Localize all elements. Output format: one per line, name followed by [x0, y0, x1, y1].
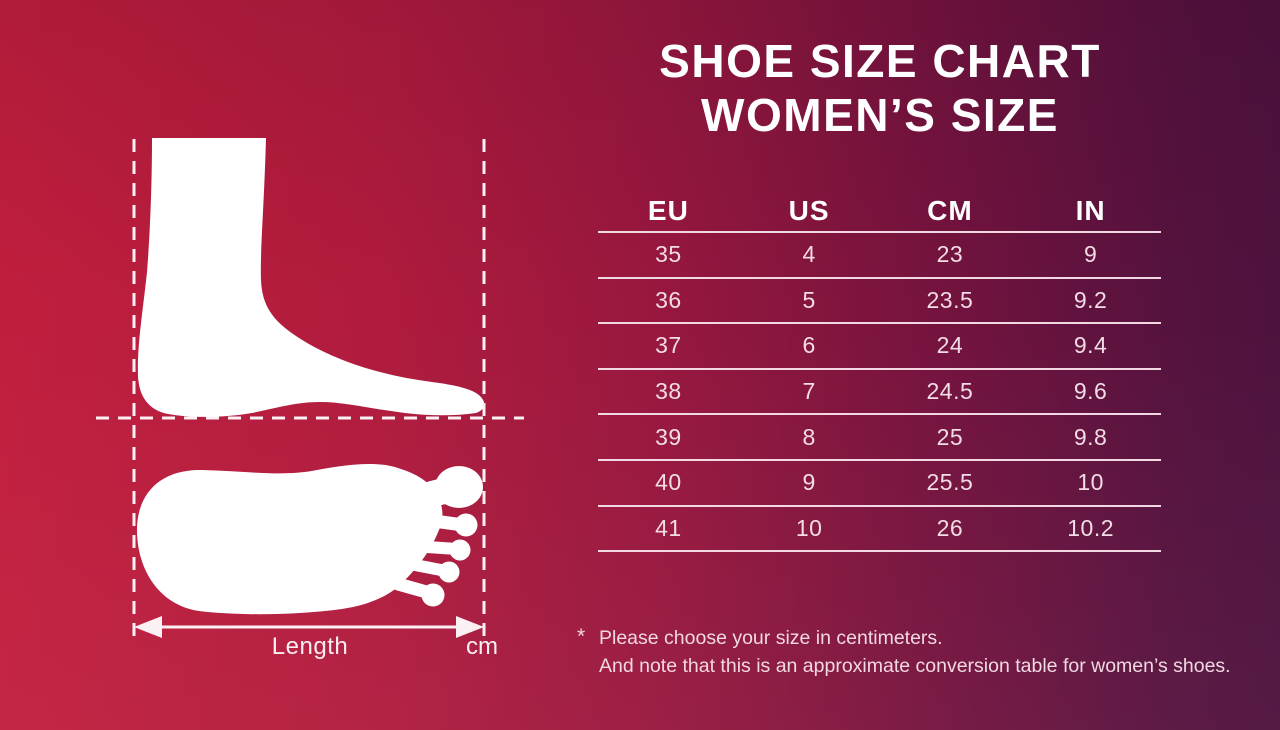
column-header-cm: CM	[927, 194, 973, 226]
table-row: 35 4 23 9	[598, 233, 1161, 279]
table-row: 37 6 24 9.4	[598, 324, 1161, 370]
table-row: 41 10 26 10.2	[598, 507, 1161, 553]
footnote-asterisk: *	[577, 625, 586, 648]
table-cell: 25	[936, 423, 964, 450]
table-cell: 9	[1083, 241, 1098, 268]
table-cell: 23.5	[926, 286, 974, 313]
table-cell: 5	[802, 286, 816, 313]
table-cell: 36	[655, 286, 682, 313]
footnote-line-2: And note that this is an approximate con…	[599, 655, 1231, 677]
page-title: SHOE SIZE CHART WOMEN’S SIZE	[600, 34, 1160, 142]
table-cell: 9.6	[1073, 378, 1108, 405]
column-header-eu: EU	[647, 194, 689, 226]
table-cell: 9.4	[1073, 332, 1108, 359]
table-cell: 38	[655, 378, 682, 405]
cm-label: cm	[466, 633, 498, 660]
column-header-in: IN	[1075, 194, 1106, 226]
title-line-1: SHOE SIZE CHART	[659, 35, 1101, 87]
side-foot-silhouette	[137, 138, 485, 417]
table-row: 38 7 24.5 9.6	[598, 370, 1161, 416]
table-cell: 10	[1077, 469, 1104, 496]
table-cell: 6	[802, 332, 816, 359]
table-cell: 7	[802, 378, 816, 405]
table-cell: 9.8	[1073, 423, 1108, 450]
table-header-row: EU US CM IN	[598, 190, 1161, 233]
table-cell: 10	[795, 514, 823, 541]
table-cell: 9.2	[1073, 286, 1108, 313]
table-cell: 35	[655, 241, 682, 268]
footnote-line-1: Please choose your size in centimeters.	[599, 627, 943, 649]
table-cell: 4	[802, 241, 816, 268]
table-row: 39 8 25 9.8	[598, 415, 1161, 461]
table-cell: 24.5	[926, 378, 974, 405]
table-cell: 39	[655, 423, 682, 450]
table-cell: 40	[655, 469, 682, 496]
table-cell: 9	[802, 469, 816, 496]
column-header-us: US	[788, 194, 830, 226]
arrowhead-left	[134, 616, 162, 638]
footprint-silhouette	[137, 463, 483, 615]
table-cell: 23	[936, 241, 964, 268]
table-row: 36 5 23.5 9.2	[598, 279, 1161, 325]
table-cell: 24	[936, 332, 964, 359]
title-line-2: WOMEN’S SIZE	[701, 89, 1059, 141]
footnote: * Please choose your size in centimeters…	[577, 624, 1280, 680]
length-label: Length	[271, 633, 349, 660]
table-row: 40 9 25.5 10	[598, 461, 1161, 507]
table-cell: 8	[802, 423, 816, 450]
table-cell: 37	[655, 332, 682, 359]
table-cell: 41	[655, 514, 682, 541]
table-cell: 10.2	[1067, 514, 1114, 541]
table-cell: 25.5	[926, 469, 974, 496]
table-cell: 26	[936, 514, 964, 541]
length-arrow	[134, 616, 484, 638]
size-table: EU US CM IN 35 4 23 9 36 5 23.5 9.2 37 6…	[598, 190, 1161, 553]
arrowhead-right	[456, 616, 484, 638]
